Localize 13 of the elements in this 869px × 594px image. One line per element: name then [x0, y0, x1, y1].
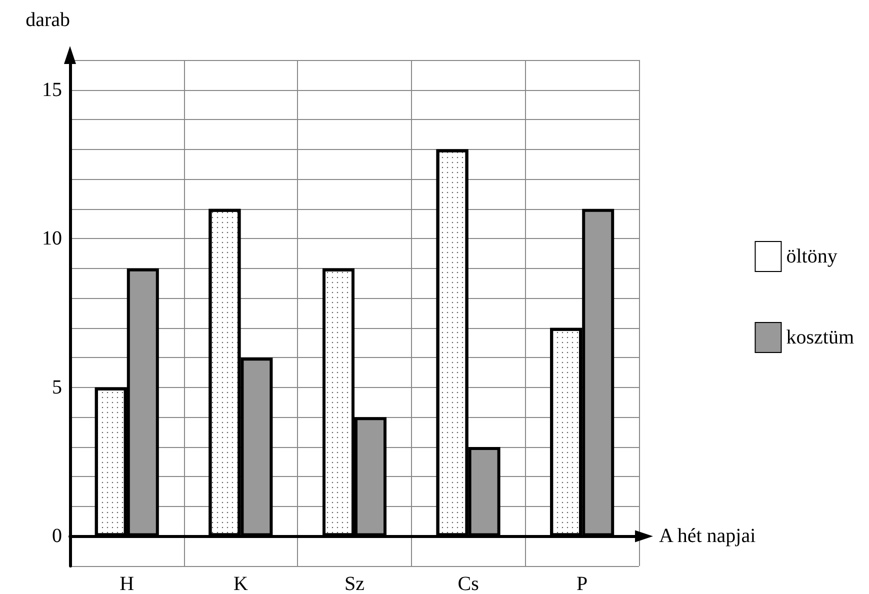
x-axis-title: A hét napjai	[659, 525, 756, 548]
x-tick-label: H	[120, 573, 134, 594]
legend-label: öltöny	[786, 246, 838, 268]
legend-label: kosztüm	[786, 326, 854, 348]
y-tick-label: 10	[42, 228, 62, 250]
y-tick-label: 0	[52, 525, 62, 548]
y-axis-title: darab	[26, 9, 70, 31]
y-tick-label: 5	[52, 376, 62, 398]
x-tick-label: K	[233, 573, 248, 594]
x-tick-label: P	[576, 573, 588, 594]
x-tick-label: Cs	[458, 573, 480, 594]
y-tick-label: 15	[42, 78, 62, 101]
x-tick-label: Sz	[344, 573, 365, 594]
